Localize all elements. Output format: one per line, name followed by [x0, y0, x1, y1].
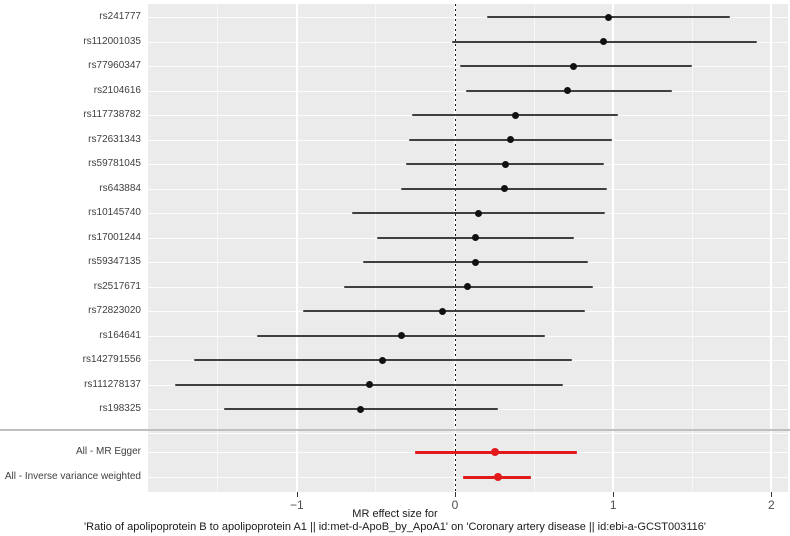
minor-gridline [375, 4, 377, 492]
x-tick-label: 1 [609, 498, 617, 512]
y-axis-label: rs142791556 [82, 354, 141, 366]
point-estimate [570, 62, 578, 70]
point-estimate [500, 185, 508, 193]
point-estimate [464, 283, 472, 291]
point-estimate [511, 111, 519, 119]
x-tick-mark [771, 492, 773, 497]
y-axis-label: rs17001244 [88, 231, 141, 243]
zero-reference-line [454, 4, 456, 492]
y-axis-label: rs10145740 [88, 207, 141, 219]
major-gridline [770, 4, 773, 492]
summary-point-estimate [493, 473, 502, 481]
y-axis-label: rs198325 [99, 403, 141, 415]
minor-gridline [533, 4, 535, 492]
point-estimate [438, 307, 446, 315]
point-estimate [378, 356, 386, 364]
y-axis-label: rs77960347 [88, 60, 141, 72]
y-axis-label: rs59781045 [88, 158, 141, 170]
x-tick-mark [296, 492, 298, 497]
y-axis-label: rs117738782 [83, 109, 141, 121]
point-estimate [397, 332, 405, 340]
y-axis-label: All - Inverse variance weighted [4, 471, 141, 482]
minor-gridline [691, 4, 693, 492]
point-estimate [600, 38, 608, 46]
minor-gridline [217, 4, 219, 492]
x-axis-title-line2: 'Ratio of apolipoprotein B to apolipopro… [84, 521, 706, 533]
point-estimate [604, 13, 612, 21]
point-estimate [472, 234, 480, 242]
x-tick-label: −1 [289, 498, 304, 512]
y-axis-label: rs241777 [99, 11, 141, 22]
point-estimate [506, 136, 514, 144]
y-axis-label: rs112001035 [83, 35, 141, 47]
y-axis-label: rs111278137 [84, 378, 141, 390]
major-gridline [612, 4, 615, 492]
y-axis-label: rs59347135 [88, 256, 141, 268]
x-axis-title-line1: MR effect size for [352, 508, 438, 520]
y-axis-label: rs2517671 [93, 280, 141, 292]
plot-panel [148, 4, 788, 492]
x-tick-mark [455, 492, 456, 497]
row-gridline [148, 17, 788, 18]
major-gridline [295, 4, 298, 492]
y-axis-label: rs72823020 [88, 305, 141, 317]
x-tick-label: 0 [451, 498, 459, 512]
point-estimate [563, 87, 571, 95]
x-tick-label: 2 [768, 498, 775, 512]
y-axis-label: rs72631343 [88, 133, 141, 145]
summary-point-estimate [490, 448, 499, 456]
point-estimate [356, 405, 364, 413]
y-axis-label: rs2104616 [93, 84, 141, 96]
point-estimate [475, 209, 483, 217]
y-axis-label: All - MR Egger [75, 446, 141, 457]
row-gridline [148, 433, 788, 434]
y-axis-label: rs643884 [99, 182, 141, 194]
x-tick-mark [613, 492, 615, 497]
summary-separator-line [0, 429, 790, 431]
point-estimate [502, 160, 510, 168]
point-estimate [472, 258, 480, 266]
y-axis-label: rs164641 [99, 329, 141, 341]
point-estimate [366, 381, 374, 389]
